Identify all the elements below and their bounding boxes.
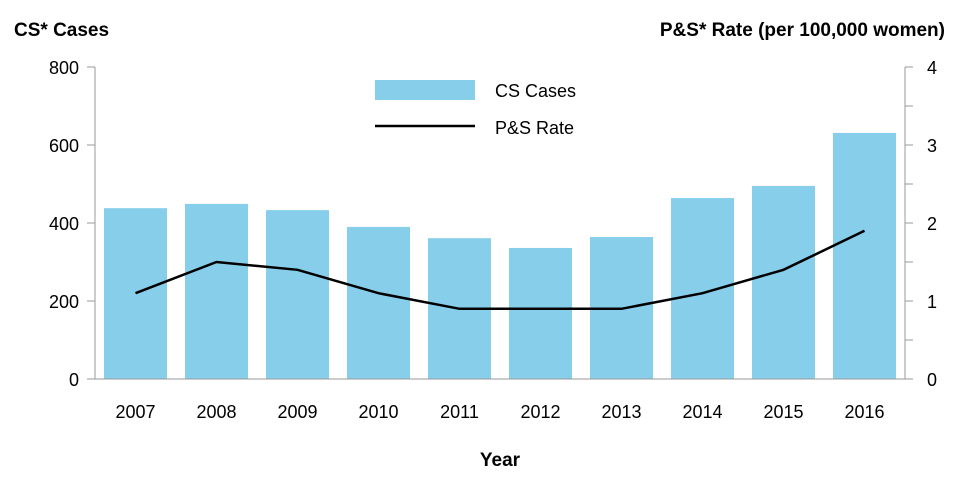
bar-2016 [833, 133, 896, 379]
right-tick-label: 2 [927, 214, 937, 234]
x-tick-label: 2007 [115, 402, 155, 422]
right-tick-label: 3 [927, 136, 937, 156]
right-tick-label: 1 [927, 292, 937, 312]
left-tick-label: 0 [69, 370, 79, 390]
x-tick-label: 2010 [358, 402, 398, 422]
x-tick-label: 2008 [196, 402, 236, 422]
legend: CS Cases P&S Rate [375, 80, 576, 138]
bar-2010 [347, 227, 410, 379]
left-tick-label: 400 [49, 214, 79, 234]
x-axis-label: Year [480, 450, 521, 471]
bar-2009 [266, 210, 329, 379]
legend-label-cs-cases: CS Cases [495, 81, 576, 101]
right-tick-label: 4 [927, 58, 937, 78]
x-tick-label: 2013 [601, 402, 641, 422]
bar-2012 [509, 248, 572, 379]
legend-swatch-cs-cases [375, 80, 475, 100]
x-tick-label: 2011 [440, 402, 479, 422]
x-tick-label: 2014 [682, 402, 722, 422]
x-tick-label: 2012 [520, 402, 560, 422]
right-tick-label: 0 [927, 370, 937, 390]
bar-2007 [104, 208, 167, 379]
bar-2015 [752, 186, 815, 379]
bar-2014 [671, 198, 734, 379]
left-tick-label: 200 [49, 292, 79, 312]
x-tick-label: 2009 [277, 402, 317, 422]
right-axis-label: P&S* Rate (per 100,000 women) [660, 20, 945, 41]
legend-label-ps-rate: P&S Rate [495, 118, 574, 138]
bar-2008 [185, 204, 248, 379]
left-tick-label: 800 [49, 58, 79, 78]
left-axis-label: CS* Cases [14, 20, 109, 41]
x-tick-label: 2015 [763, 402, 803, 422]
x-tick-label: 2016 [844, 402, 884, 422]
left-tick-label: 600 [49, 136, 79, 156]
